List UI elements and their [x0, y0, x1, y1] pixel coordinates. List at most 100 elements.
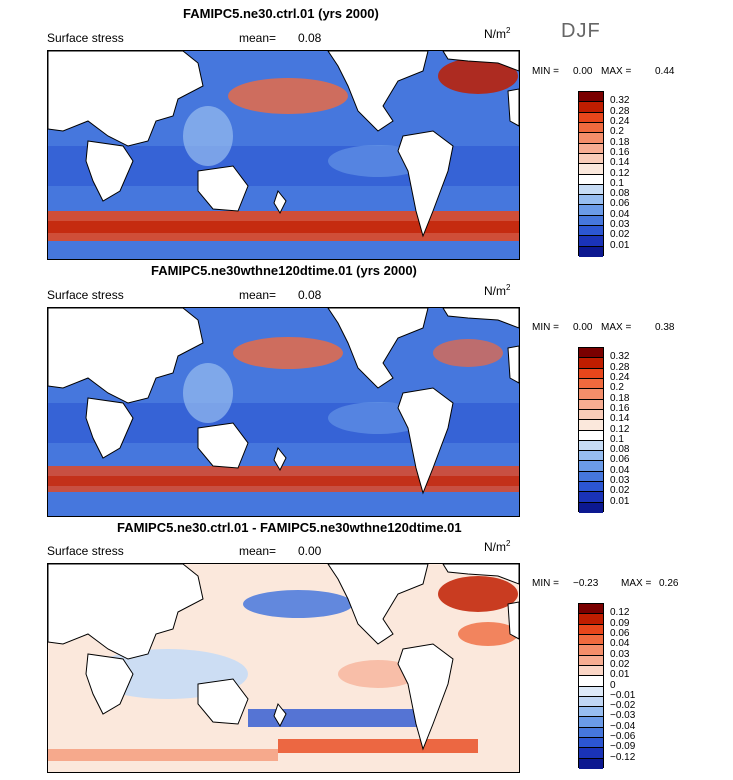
panel-2-min-label: MIN = [532, 322, 559, 333]
colorbar-swatch [579, 122, 603, 134]
season-label: DJF [561, 20, 601, 42]
colorbar-tick-label: −0.02 [610, 700, 636, 712]
colorbar-tick-label: 0.32 [610, 351, 630, 363]
panel-3-min-label: MIN = [532, 578, 559, 589]
panel-2-colorbar [578, 347, 604, 513]
panel-2-variable: Surface stress [47, 288, 124, 302]
colorbar-tick-label: 0.16 [610, 402, 630, 414]
colorbar-swatch [579, 430, 603, 441]
colorbar-swatch [579, 451, 603, 462]
colorbar-tick-label: 0.12 [610, 423, 630, 435]
colorbar-tick-label: 0.06 [610, 198, 630, 210]
colorbar-swatch [579, 246, 603, 257]
colorbar-tick-label: 0.2 [610, 126, 624, 138]
colorbar-tick-label: 0 [610, 679, 616, 691]
colorbar-tick-label: 0.12 [610, 607, 630, 619]
colorbar-tick-label: 0.06 [610, 454, 630, 466]
colorbar-swatch [579, 358, 603, 369]
colorbar-swatch [579, 665, 603, 677]
colorbar-swatch [579, 645, 603, 656]
panel-2-map [47, 307, 520, 517]
colorbar-tick-label: −0.09 [610, 741, 636, 753]
panel-3-mean-label: mean= [239, 544, 277, 558]
panel-2-title: FAMIPC5.ne30wthne120dtime.01 (yrs 2000) [151, 263, 417, 278]
panel-2-min-value: 0.00 [573, 322, 593, 333]
colorbar-tick-label: 0.1 [610, 433, 624, 445]
colorbar-swatch [579, 389, 603, 400]
colorbar-tick-label: 0.01 [610, 239, 630, 251]
colorbar-swatch [579, 707, 603, 718]
colorbar-swatch [579, 492, 603, 503]
colorbar-swatch [579, 502, 603, 513]
panel-3-variable: Surface stress [47, 544, 124, 558]
panel-1-variable: Surface stress [47, 31, 124, 45]
colorbar-swatch [579, 758, 603, 769]
panel-2-map-svg [48, 308, 519, 516]
colorbar-swatch [579, 164, 603, 175]
colorbar-swatch [579, 409, 603, 421]
colorbar-tick-label: −0.04 [610, 720, 636, 732]
colorbar-tick-label: 0.18 [610, 136, 630, 148]
colorbar-swatch [579, 748, 603, 759]
colorbar-swatch [579, 184, 603, 196]
panel-1-map-svg [48, 51, 519, 259]
colorbar-swatch [579, 226, 603, 237]
colorbar-tick-label: 0.02 [610, 229, 630, 241]
colorbar-tick-label: −0.06 [610, 731, 636, 743]
colorbar-tick-label: 0.14 [610, 157, 630, 169]
colorbar-tick-label: −0.12 [610, 751, 636, 763]
panel-2-max-label: MAX = [601, 322, 632, 333]
colorbar-swatch [579, 133, 603, 144]
colorbar-tick-label: 0.14 [610, 413, 630, 425]
colorbar-tick-label: 0.04 [610, 464, 630, 476]
colorbar-tick-label: 0.18 [610, 392, 630, 404]
colorbar-swatch [579, 153, 603, 165]
colorbar-tick-label: 0.02 [610, 485, 630, 497]
panel-3-colorbar [578, 603, 604, 769]
colorbar-swatch [579, 624, 603, 635]
colorbar-swatch [579, 236, 603, 247]
colorbar-tick-label: 0.16 [610, 146, 630, 158]
colorbar-tick-label: 0.03 [610, 219, 630, 231]
colorbar-tick-label: 0.28 [610, 105, 630, 117]
colorbar-tick-label: 0.24 [610, 371, 630, 383]
colorbar-tick-label: 0.24 [610, 115, 630, 127]
colorbar-swatch [579, 686, 603, 697]
panel-1-map [47, 50, 520, 260]
colorbar-swatch [579, 195, 603, 206]
colorbar-tick-label: −0.03 [610, 710, 636, 722]
panel-3-title: FAMIPC5.ne30.ctrl.01 - FAMIPC5.ne30wthne… [117, 520, 462, 535]
colorbar-tick-label: 0.02 [610, 658, 630, 670]
colorbar-tick-label: 0.08 [610, 444, 630, 456]
colorbar-swatch [579, 378, 603, 390]
colorbar-swatch [579, 368, 603, 379]
colorbar-swatch [579, 348, 603, 359]
colorbar-tick-label: 0.03 [610, 648, 630, 660]
colorbar-tick-label: 0.09 [610, 617, 630, 629]
panel-3-map-svg [48, 564, 519, 772]
colorbar-tick-label: 0.03 [610, 475, 630, 487]
colorbar-swatch [579, 420, 603, 431]
panel-1-mean-label: mean= [239, 31, 277, 45]
colorbar-tick-label: 0.04 [610, 638, 630, 650]
colorbar-tick-label: 0.1 [610, 177, 624, 189]
colorbar-swatch [579, 461, 603, 472]
colorbar-swatch [579, 727, 603, 739]
panel-1-min-label: MIN = [532, 66, 559, 77]
panel-3-min-value: −0.23 [573, 578, 599, 589]
colorbar-swatch [579, 92, 603, 103]
colorbar-swatch [579, 143, 603, 154]
colorbar-swatch [579, 655, 603, 666]
panel-1-colorbar [578, 91, 604, 257]
panel-1-title: FAMIPC5.ne30.ctrl.01 (yrs 2000) [183, 6, 379, 21]
panel-3-map [47, 563, 520, 773]
colorbar-swatch [579, 738, 603, 749]
panel-1-mean-value: 0.08 [298, 31, 322, 45]
colorbar-swatch [579, 634, 603, 646]
colorbar-swatch [579, 471, 603, 483]
panel-1-units: N/m2 [484, 26, 511, 41]
colorbar-tick-label: 0.04 [610, 208, 630, 220]
panel-3-mean-value: 0.00 [298, 544, 322, 558]
colorbar-tick-label: 0.32 [610, 95, 630, 107]
panel-1-min-value: 0.00 [573, 66, 593, 77]
